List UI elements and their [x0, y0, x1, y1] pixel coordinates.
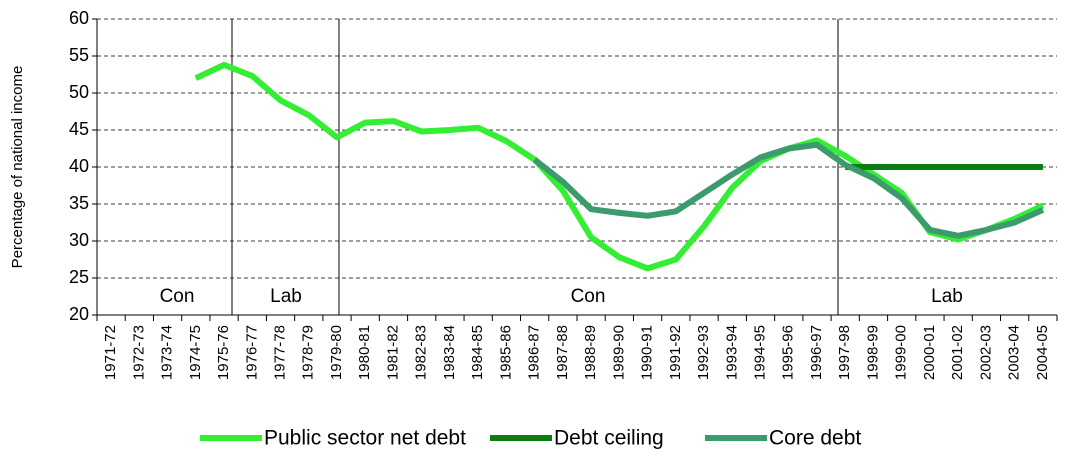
x-tick-label: 1997-98: [836, 325, 853, 380]
x-tick-label: 1973-74: [159, 325, 176, 380]
x-tick-label: 1974-75: [187, 325, 204, 380]
period-label: Con: [160, 286, 195, 307]
x-tick-label: 1981-82: [384, 325, 401, 380]
x-tick-label: 1982-83: [413, 325, 430, 380]
series-line: [194, 61, 1045, 272]
x-tick-label: 1979-80: [328, 325, 345, 380]
y-tick-label: 50: [69, 82, 89, 102]
x-tick-label: 2003-04: [1006, 325, 1023, 380]
period-label: Lab: [270, 286, 302, 307]
y-tick-label: 30: [69, 230, 89, 250]
period-label: Lab: [931, 286, 963, 307]
x-tick-label: 1991-92: [667, 325, 684, 380]
x-tick-label: 1987-88: [554, 325, 571, 380]
x-tick-label: 1988-89: [582, 325, 599, 380]
x-tick-label: 1975-76: [215, 325, 232, 380]
x-tick-label: 1985-86: [497, 325, 514, 380]
y-tick-label: 20: [69, 304, 89, 324]
x-tick-label: 1976-77: [243, 325, 260, 380]
x-tick-label: 1980-81: [356, 325, 373, 380]
x-tick-label: 1993-94: [723, 325, 740, 380]
series-line: [532, 141, 1045, 239]
x-tick-label: 1984-85: [469, 325, 486, 380]
x-tick-label: 1998-99: [864, 325, 881, 380]
legend-label: Core debt: [769, 427, 861, 450]
x-tick-label: 1986-87: [526, 325, 543, 380]
y-tick-label: 45: [69, 119, 89, 139]
y-tick-label: 60: [69, 8, 89, 28]
y-tick-label: 55: [69, 45, 89, 65]
period-label: Con: [571, 286, 606, 307]
x-tick-label: 1992-93: [695, 325, 712, 380]
x-tick-label: 2004-05: [1034, 325, 1051, 380]
x-tick-label: 2002-03: [977, 325, 994, 380]
x-tick-label: 1971-72: [102, 325, 119, 380]
x-tick-label: 1990-91: [639, 325, 656, 380]
x-tick-label: 1996-97: [808, 325, 825, 380]
x-tick-label: 1977-78: [271, 325, 288, 380]
legend-label: Public sector net debt: [264, 427, 466, 450]
x-tick-label: 1983-84: [441, 325, 458, 380]
legend-label: Debt ceiling: [554, 427, 664, 450]
y-tick-label: 35: [69, 193, 89, 213]
x-tick-label: 1978-79: [300, 325, 317, 380]
x-tick-label: 1989-90: [610, 325, 627, 380]
y-axis-label: Percentage of national income: [9, 66, 26, 269]
x-tick-label: 1999-00: [893, 325, 910, 380]
y-tick-label: 25: [69, 267, 89, 287]
y-tick-label: 40: [69, 156, 89, 176]
x-tick-label: 1994-95: [751, 325, 768, 380]
x-tick-label: 1972-73: [130, 325, 147, 380]
x-tick-label: 2000-01: [921, 325, 938, 380]
x-tick-label: 1995-96: [780, 325, 797, 380]
x-tick-label: 2001-02: [949, 325, 966, 380]
